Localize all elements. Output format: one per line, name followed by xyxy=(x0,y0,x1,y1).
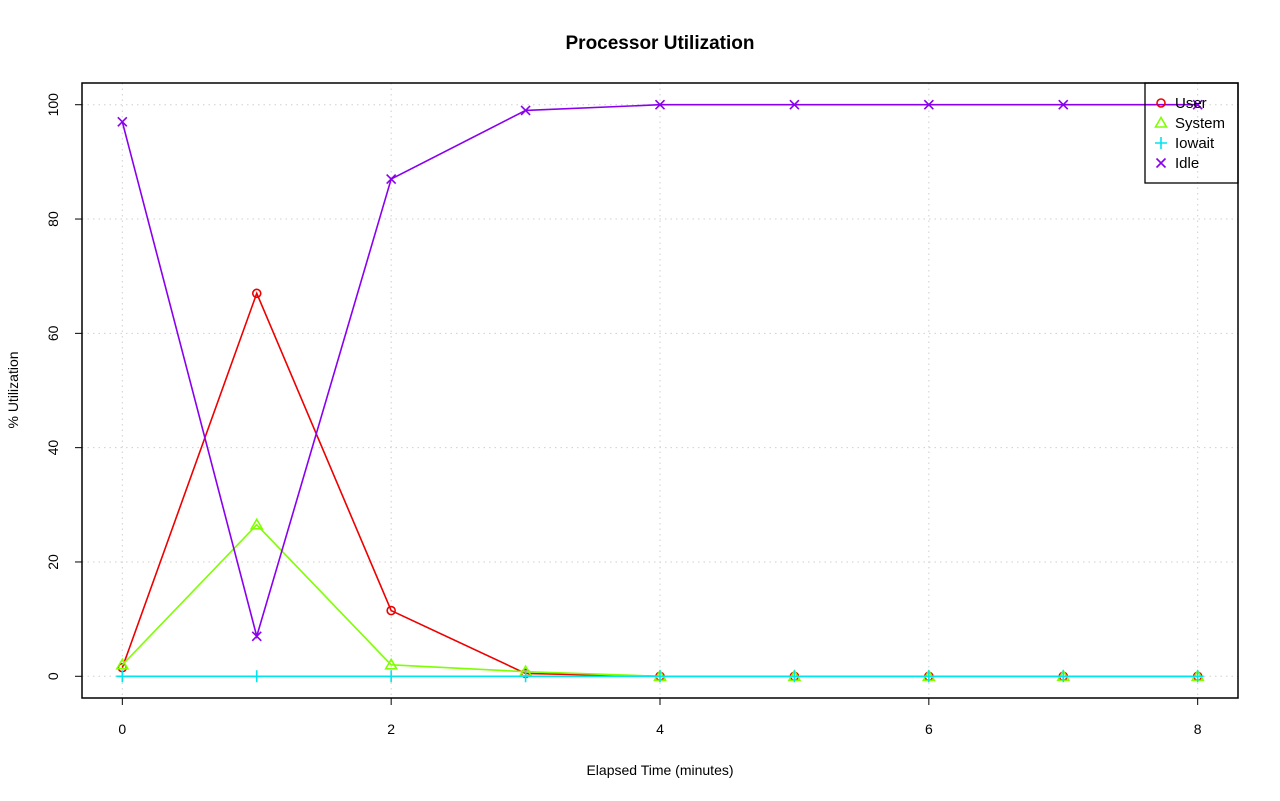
series-iowait-point xyxy=(250,670,263,683)
series-idle-point xyxy=(923,99,934,110)
x-tick-label: 0 xyxy=(118,721,126,737)
series-idle-point xyxy=(789,99,800,110)
x-axis-label: Elapsed Time (minutes) xyxy=(586,762,733,778)
legend-marker xyxy=(1155,137,1167,149)
y-tick-label: 20 xyxy=(45,554,61,570)
x-tick-label: 2 xyxy=(387,721,395,737)
y-tick-label: 80 xyxy=(45,211,61,227)
series-idle-point xyxy=(520,105,531,116)
series-idle-point xyxy=(251,631,262,642)
legend: User System Iowait Idle xyxy=(1144,82,1239,184)
y-tick-label: 0 xyxy=(45,672,61,680)
series-iowait-point xyxy=(654,670,666,683)
series-idle-point xyxy=(654,99,666,110)
series-iowait-point xyxy=(385,670,398,683)
legend-label: System xyxy=(1175,115,1225,132)
series-iowait xyxy=(116,670,1204,683)
series-iowait-point xyxy=(788,670,801,683)
series-iowait-point xyxy=(1191,670,1204,683)
series-idle-point xyxy=(386,173,397,185)
series-user-point xyxy=(386,605,396,616)
series-layer xyxy=(115,99,1205,683)
legend-marker xyxy=(1156,98,1166,108)
series-idle-point xyxy=(1192,99,1203,110)
x-tick-label: 8 xyxy=(1194,721,1202,737)
y-axis-label: % Utilization xyxy=(5,351,21,428)
grid-lines xyxy=(82,83,1238,698)
y-tick-label: 100 xyxy=(45,93,61,117)
legend-label: Idle xyxy=(1175,155,1199,172)
series-user-point xyxy=(251,288,262,299)
legend-label: Iowait xyxy=(1175,135,1215,152)
series-iowait-point xyxy=(116,670,129,683)
series-idle xyxy=(117,99,1203,642)
series-system-point xyxy=(249,517,264,530)
legend-item-user: User xyxy=(1156,95,1207,112)
series-system-point xyxy=(115,657,130,670)
legend-item-system: System xyxy=(1154,115,1225,132)
x-axis: 0 2 4 6 8 xyxy=(118,697,1202,737)
chart-title: Processor Utilization xyxy=(566,33,755,54)
x-tick-label: 6 xyxy=(925,721,933,737)
legend-label: User xyxy=(1175,95,1207,112)
legend-marker xyxy=(1154,115,1168,128)
legend-marker xyxy=(1155,157,1167,169)
series-system-point xyxy=(384,657,399,670)
series-iowait-point xyxy=(519,670,532,683)
legend-item-idle: Idle xyxy=(1155,155,1199,172)
y-tick-label: 40 xyxy=(45,440,61,456)
x-tick-label: 4 xyxy=(656,721,664,737)
y-axis: 0 20 40 60 80 100 xyxy=(45,93,83,680)
series-idle-point xyxy=(117,116,128,127)
legend-box xyxy=(1144,82,1239,184)
series-idle-point xyxy=(1058,99,1069,110)
y-tick-label: 60 xyxy=(45,325,61,341)
series-iowait-point xyxy=(1057,670,1070,683)
legend-item-iowait: Iowait xyxy=(1155,135,1215,152)
series-iowait-point xyxy=(922,670,935,683)
